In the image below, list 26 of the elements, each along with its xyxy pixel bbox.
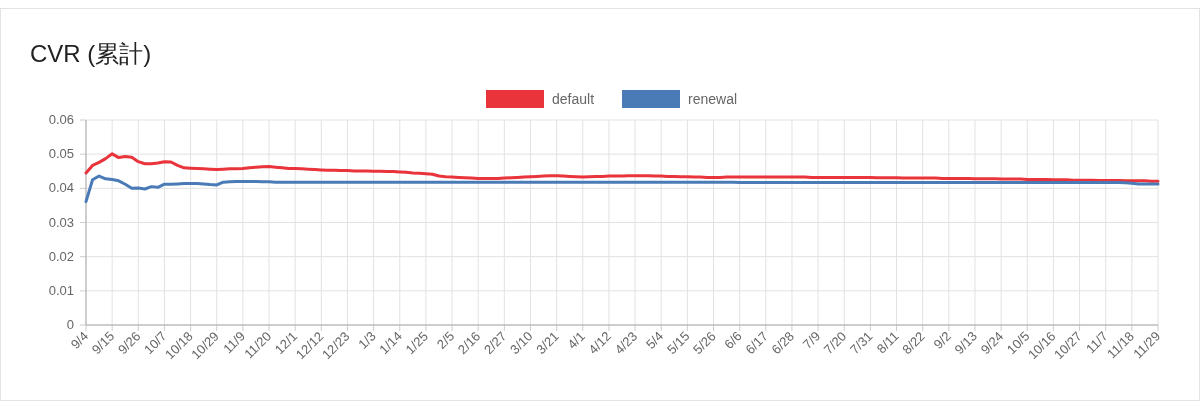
x-tick-label: 3/21 (533, 328, 562, 358)
y-tick-label: 0.03 (48, 214, 74, 230)
x-tick-label: 8/22 (899, 328, 928, 358)
x-tick-label: 1/3 (355, 328, 379, 352)
y-tick-label: 0.02 (48, 248, 74, 264)
y-tick-label: 0.01 (48, 282, 74, 298)
y-tick-label: 0.05 (48, 146, 74, 162)
y-tick-label: 0.06 (48, 112, 74, 127)
x-tick-label: 8/11 (873, 328, 902, 357)
x-tick-label: 7/31 (847, 328, 876, 358)
legend-label: default (552, 91, 595, 107)
x-tick-label: 5/26 (690, 328, 719, 358)
x-tick-label: 6/6 (721, 328, 745, 352)
x-tick-label: 5/4 (642, 328, 667, 352)
line-series (84, 152, 1160, 183)
chart-title: CVR (累計) (30, 40, 152, 67)
x-tick-label: 6/28 (768, 328, 798, 358)
x-tick-label: 2/5 (433, 328, 458, 352)
x-tick-label: 4/1 (564, 328, 588, 352)
legend-label: renewal (688, 91, 738, 107)
x-tick-label: 9/26 (114, 328, 144, 358)
line-series (84, 174, 1160, 204)
x-tick-label: 1/14 (376, 328, 405, 358)
y-tick-label: 0.04 (48, 180, 74, 196)
x-tick-label: 3/10 (507, 328, 536, 358)
x-tick-label: 9/2 (930, 328, 954, 352)
